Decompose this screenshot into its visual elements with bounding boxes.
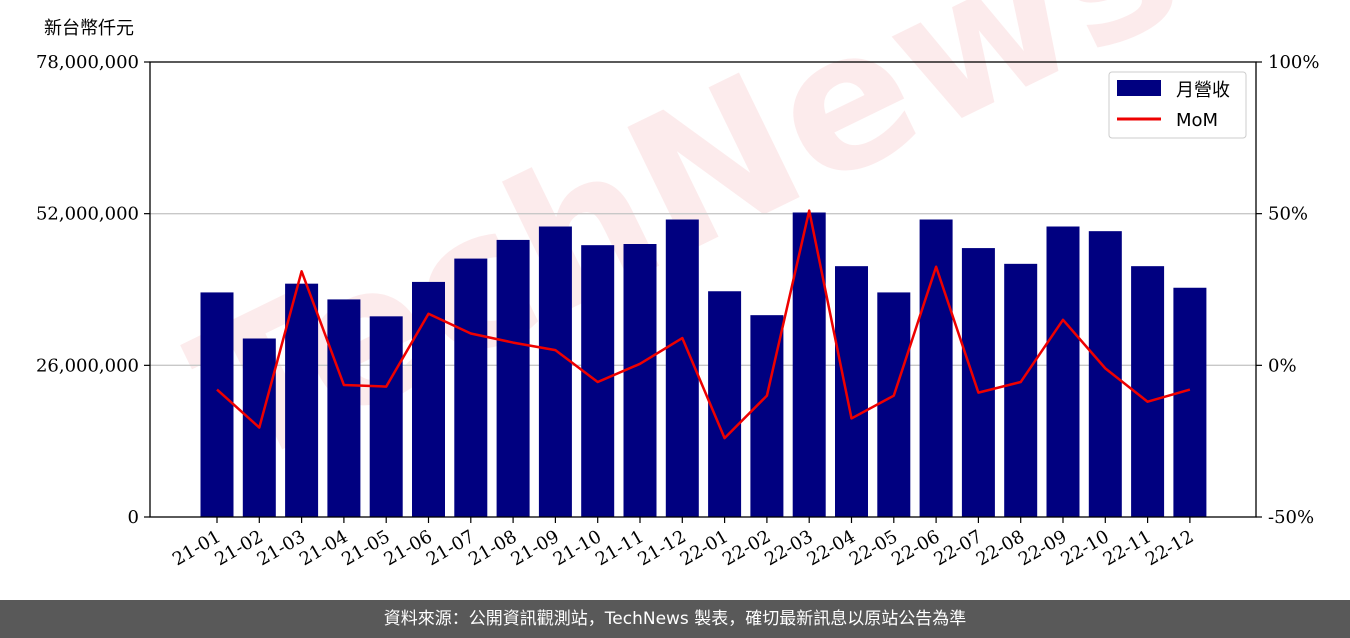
source-footer: 資料來源：公開資訊觀測站，TechNews 製表，確切最新訊息以原站公告為準 bbox=[0, 600, 1350, 638]
mom-line bbox=[216, 209, 1191, 440]
plot-frame bbox=[149, 61, 1257, 518]
bar-21-06 bbox=[412, 281, 445, 517]
bars bbox=[200, 212, 1207, 518]
left-tick-label: 26,000,000 bbox=[36, 355, 139, 376]
bar-21-03 bbox=[285, 283, 319, 517]
bar-21-07 bbox=[454, 258, 488, 517]
left-tick-label: 52,000,000 bbox=[36, 204, 139, 225]
bar-21-01 bbox=[200, 292, 234, 517]
bar-21-12 bbox=[665, 219, 699, 517]
bar-22-08 bbox=[1004, 263, 1038, 517]
bar-22-01 bbox=[708, 291, 742, 517]
bar-21-09 bbox=[538, 226, 572, 517]
left-tick-label: 78,000,000 bbox=[36, 52, 139, 73]
legend-bar-swatch bbox=[1117, 80, 1161, 96]
right-tick-label: 100% bbox=[1268, 52, 1319, 73]
bar-21-08 bbox=[496, 239, 530, 517]
x-tick-label: 22-12 bbox=[1142, 526, 1197, 570]
right-tick-label: 50% bbox=[1268, 204, 1308, 225]
bar-21-11 bbox=[623, 244, 657, 517]
bar-22-09 bbox=[1046, 226, 1080, 517]
bar-22-05 bbox=[877, 292, 911, 517]
bar-21-05 bbox=[369, 316, 403, 517]
legend: 月營收 MoM bbox=[1108, 71, 1247, 139]
y-unit-label: 新台幣仟元 bbox=[44, 18, 134, 39]
bar-22-10 bbox=[1088, 231, 1122, 517]
bar-22-06 bbox=[919, 219, 953, 517]
left-tick-label: 0 bbox=[128, 507, 139, 528]
revenue-chart: TechNews 新台幣仟元 026,000,00052,000,00078,0… bbox=[36, 0, 1320, 570]
bar-22-12 bbox=[1173, 287, 1207, 517]
bar-22-04 bbox=[835, 266, 868, 517]
legend-label-mom: MoM bbox=[1176, 110, 1218, 131]
bar-21-04 bbox=[327, 299, 361, 517]
bar-22-07 bbox=[961, 248, 995, 518]
right-tick-label: 0% bbox=[1268, 355, 1297, 376]
legend-label-revenue: 月營收 bbox=[1176, 80, 1230, 101]
right-tick-label: -50% bbox=[1268, 507, 1314, 528]
